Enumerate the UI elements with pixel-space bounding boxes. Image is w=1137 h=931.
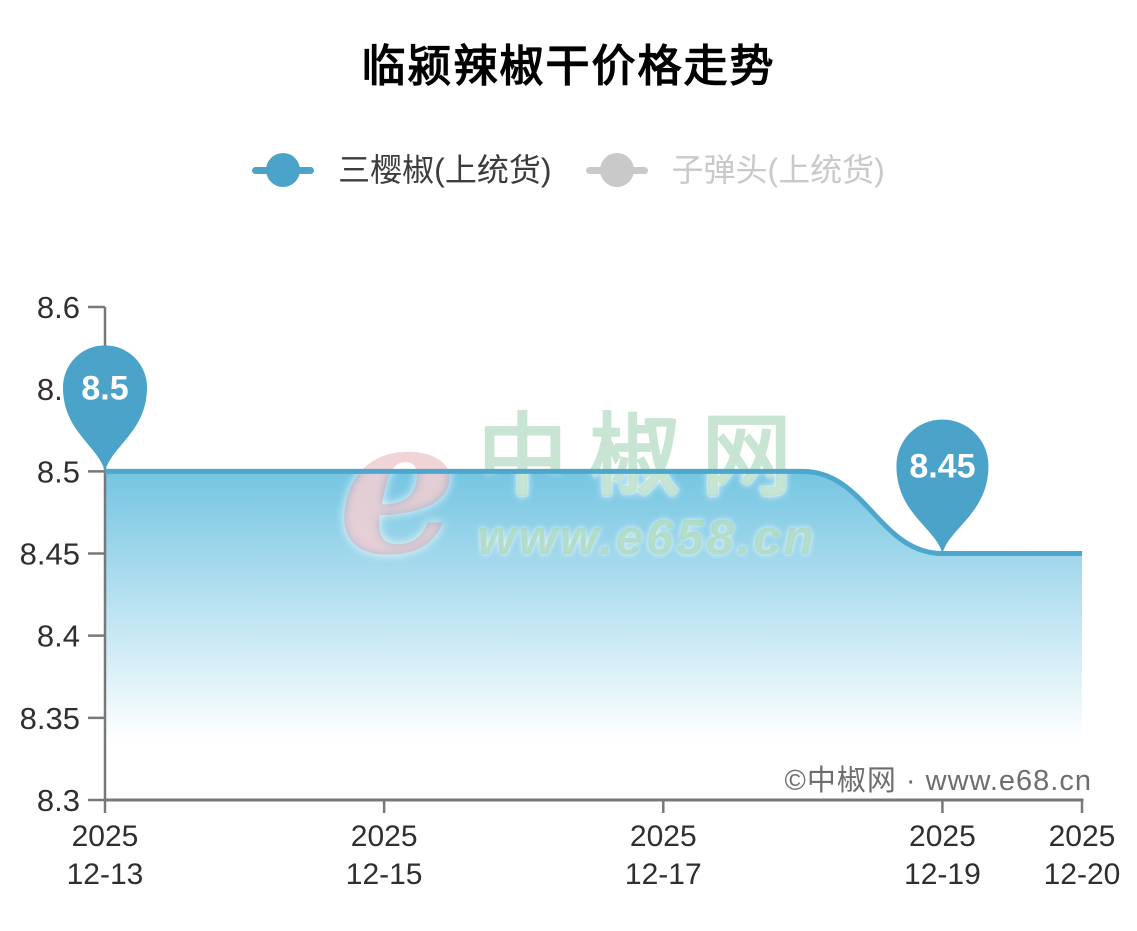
x-tick-label-year: 2025 — [1049, 820, 1116, 853]
y-tick-label: 8.6 — [37, 290, 80, 325]
y-tick-label: 8.35 — [20, 701, 80, 736]
point-marker: 8.5 — [63, 345, 147, 472]
copyright-text: ©中椒网 · www.e68.cn — [784, 765, 1092, 797]
y-tick-label: 8.5 — [37, 454, 80, 489]
legend-item-sanyingjiao[interactable]: 三樱椒(上统货) — [252, 148, 552, 192]
legend-item-zidantou[interactable]: 子弹头(上统货) — [585, 148, 885, 192]
x-tick-label-date: 12-17 — [625, 858, 702, 891]
x-tick-label-year: 2025 — [351, 820, 418, 853]
x-tick-label-date: 12-19 — [904, 858, 981, 891]
y-tick-label: 8.4 — [37, 619, 80, 654]
legend-label: 三樱椒(上统货) — [338, 152, 552, 188]
balloon-value-label: 8.45 — [909, 448, 975, 486]
x-tick-label-year: 2025 — [630, 820, 697, 853]
legend: 三樱椒(上统货) 子弹头(上统货) — [0, 148, 1137, 192]
balloon-marker-icon — [63, 345, 147, 472]
legend-dot-icon — [266, 153, 301, 187]
x-tick-label-date: 12-20 — [1044, 858, 1121, 891]
legend-line-marker — [585, 153, 648, 187]
y-tick-label: 8.3 — [37, 783, 80, 818]
point-marker: 8.45 — [896, 419, 989, 554]
x-tick-label-year: 2025 — [909, 820, 976, 853]
x-tick-label-year: 2025 — [72, 820, 139, 853]
y-tick-label: 8.45 — [20, 537, 80, 572]
balloon-value-label: 8.5 — [81, 369, 128, 407]
legend-dot-icon — [599, 153, 634, 187]
chart-title: 临颍辣椒干价格走势 — [361, 42, 776, 91]
price-area-fill — [105, 471, 1082, 800]
x-tick-label-date: 12-13 — [67, 858, 144, 891]
x-tick-label-date: 12-15 — [346, 858, 423, 891]
balloon-marker-icon — [896, 419, 989, 554]
legend-label: 子弹头(上统货) — [671, 152, 885, 188]
legend-line-marker — [252, 153, 315, 187]
price-line — [105, 468, 1082, 556]
